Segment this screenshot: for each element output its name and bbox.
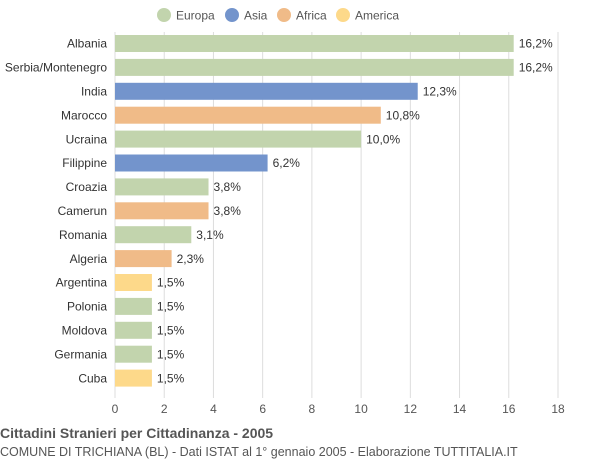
legend-label-africa: Africa	[296, 9, 327, 23]
x-axis: 0 2 4 6 8 10 12 14 16 18	[112, 402, 565, 416]
category-label-ucraina: Ucraina	[66, 132, 108, 146]
value-label-ucraina: 10,0%	[366, 132, 400, 146]
value-label-romania: 3,1%	[196, 228, 224, 242]
bar-croazia	[115, 178, 209, 196]
category-label-algeria: Algeria	[70, 252, 108, 266]
bar-algeria	[115, 250, 172, 268]
category-label-albania: Albania	[67, 37, 107, 51]
legend-marker-america	[336, 8, 350, 22]
bar-filippine	[115, 154, 268, 172]
bar-cuba	[115, 369, 152, 387]
category-label-cuba: Cuba	[78, 371, 107, 385]
value-label-argentina: 1,5%	[157, 276, 185, 290]
value-label-marocco: 10,8%	[386, 108, 420, 122]
value-label-india: 12,3%	[423, 85, 457, 99]
bar-india	[115, 82, 418, 100]
x-tick-label: 6	[259, 402, 266, 416]
x-tick-label: 8	[309, 402, 316, 416]
category-label-polonia: Polonia	[67, 300, 107, 314]
x-tick-label: 14	[453, 402, 467, 416]
category-label-india: India	[81, 85, 107, 99]
x-tick-label: 0	[112, 402, 119, 416]
legend-marker-asia	[225, 8, 239, 22]
x-tick-label: 18	[551, 402, 565, 416]
bar-ucraina	[115, 130, 362, 148]
value-label-algeria: 2,3%	[177, 252, 205, 266]
chart-bars: Albania 16,2% Serbia/Montenegro 16,2% India 1…	[5, 35, 553, 387]
bar-argentina	[115, 274, 152, 291]
category-label-serbia-montenegro: Serbia/Montenegro	[5, 61, 107, 75]
value-label-camerun: 3,8%	[214, 204, 242, 218]
category-label-argentina: Argentina	[56, 276, 108, 290]
category-label-croazia: Croazia	[66, 180, 108, 194]
x-tick-label: 2	[161, 402, 168, 416]
legend-marker-africa	[277, 8, 291, 22]
value-label-germania: 1,5%	[157, 347, 185, 361]
bar-camerun	[115, 202, 209, 220]
category-label-moldova: Moldova	[62, 324, 108, 338]
category-label-filippine: Filippine	[62, 156, 107, 170]
value-label-moldova: 1,5%	[157, 324, 185, 338]
chart-subtitle: COMUNE DI TRICHIANA (BL) - Dati ISTAT al…	[0, 445, 518, 459]
bar-moldova	[115, 321, 152, 339]
bar-chart: Europa Asia Africa America Albania 16,2% Serb…	[5, 8, 565, 416]
legend-label-america: America	[355, 9, 399, 23]
value-label-filippine: 6,2%	[273, 156, 301, 170]
legend-label-asia: Asia	[244, 9, 268, 23]
category-label-romania: Romania	[59, 228, 107, 242]
value-label-cuba: 1,5%	[157, 371, 185, 385]
category-label-camerun: Camerun	[58, 204, 107, 218]
value-label-polonia: 1,5%	[157, 300, 185, 314]
legend-label-europa: Europa	[176, 9, 215, 23]
bar-germania	[115, 345, 152, 363]
legend-marker-europa	[157, 8, 171, 22]
bar-romania	[115, 226, 192, 244]
category-label-marocco: Marocco	[61, 108, 107, 122]
x-tick-label: 16	[502, 402, 516, 416]
x-tick-label: 4	[210, 402, 217, 416]
category-label-germania: Germania	[54, 347, 107, 361]
value-label-serbia-montenegro: 16,2%	[519, 61, 553, 75]
bar-marocco	[115, 106, 381, 124]
x-tick-label: 10	[354, 402, 368, 416]
bar-albania	[115, 35, 514, 52]
bar-polonia	[115, 297, 152, 315]
chart-legend: Europa Asia Africa America	[157, 8, 399, 23]
value-label-croazia: 3,8%	[214, 180, 242, 194]
chart-title: Cittadini Stranieri per Cittadinanza - 2…	[0, 425, 274, 441]
x-tick-label: 12	[404, 402, 418, 416]
bar-serbia-montenegro	[115, 58, 514, 76]
value-label-albania: 16,2%	[519, 37, 553, 51]
